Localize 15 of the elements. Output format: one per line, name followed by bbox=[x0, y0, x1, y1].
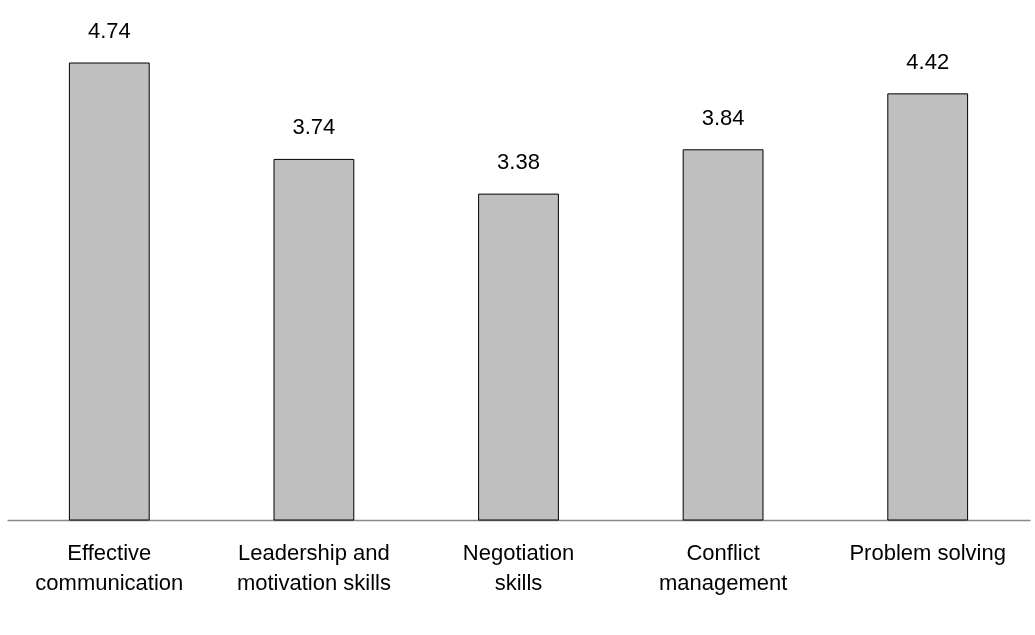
data-label: 4.42 bbox=[906, 48, 950, 74]
data-label: 3.84 bbox=[701, 104, 745, 130]
data-label: 3.74 bbox=[292, 114, 336, 140]
bar bbox=[887, 93, 969, 521]
x-tick-label: Conflict management bbox=[658, 539, 788, 595]
bar bbox=[478, 193, 559, 521]
bar bbox=[273, 158, 355, 521]
x-tick-label: Leadership and motivation skills bbox=[236, 539, 391, 595]
x-tick-label: Effective communication bbox=[35, 539, 184, 595]
data-label: 4.74 bbox=[87, 18, 131, 43]
bar bbox=[682, 149, 764, 521]
x-tick-label: Problem solving bbox=[849, 539, 1006, 565]
data-label: 3.38 bbox=[497, 149, 540, 175]
x-tick-label: Negotiation skills bbox=[462, 539, 575, 595]
bar bbox=[68, 62, 150, 521]
